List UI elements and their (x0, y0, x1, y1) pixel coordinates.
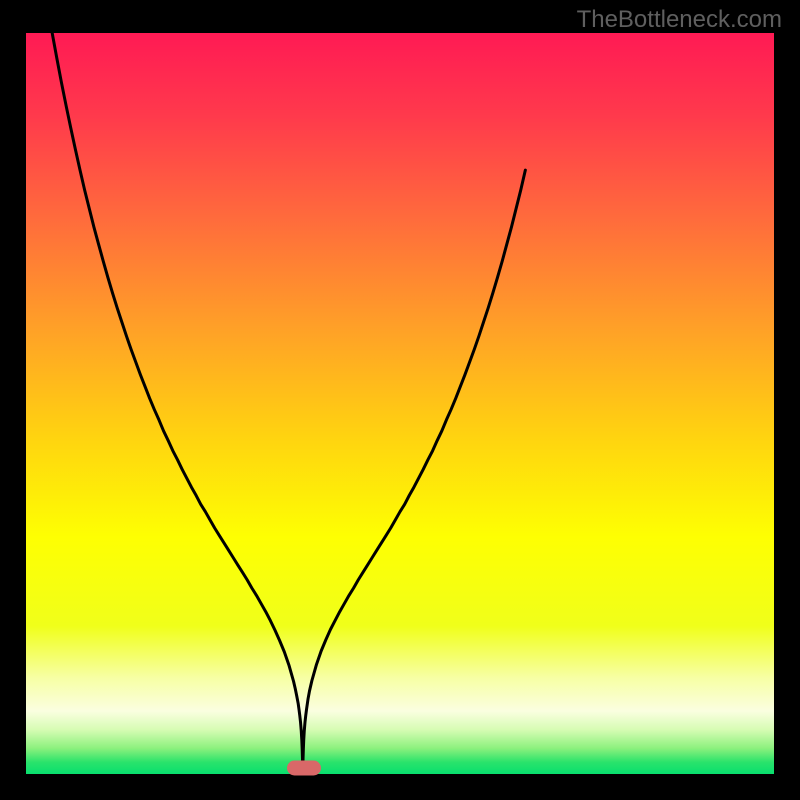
minimum-marker (287, 761, 321, 776)
bottleneck-curve (52, 33, 525, 774)
chart-stage: TheBottleneck.com (0, 0, 800, 800)
plot-area (26, 33, 774, 774)
curve-svg (26, 33, 774, 774)
watermark-label: TheBottleneck.com (577, 6, 782, 34)
